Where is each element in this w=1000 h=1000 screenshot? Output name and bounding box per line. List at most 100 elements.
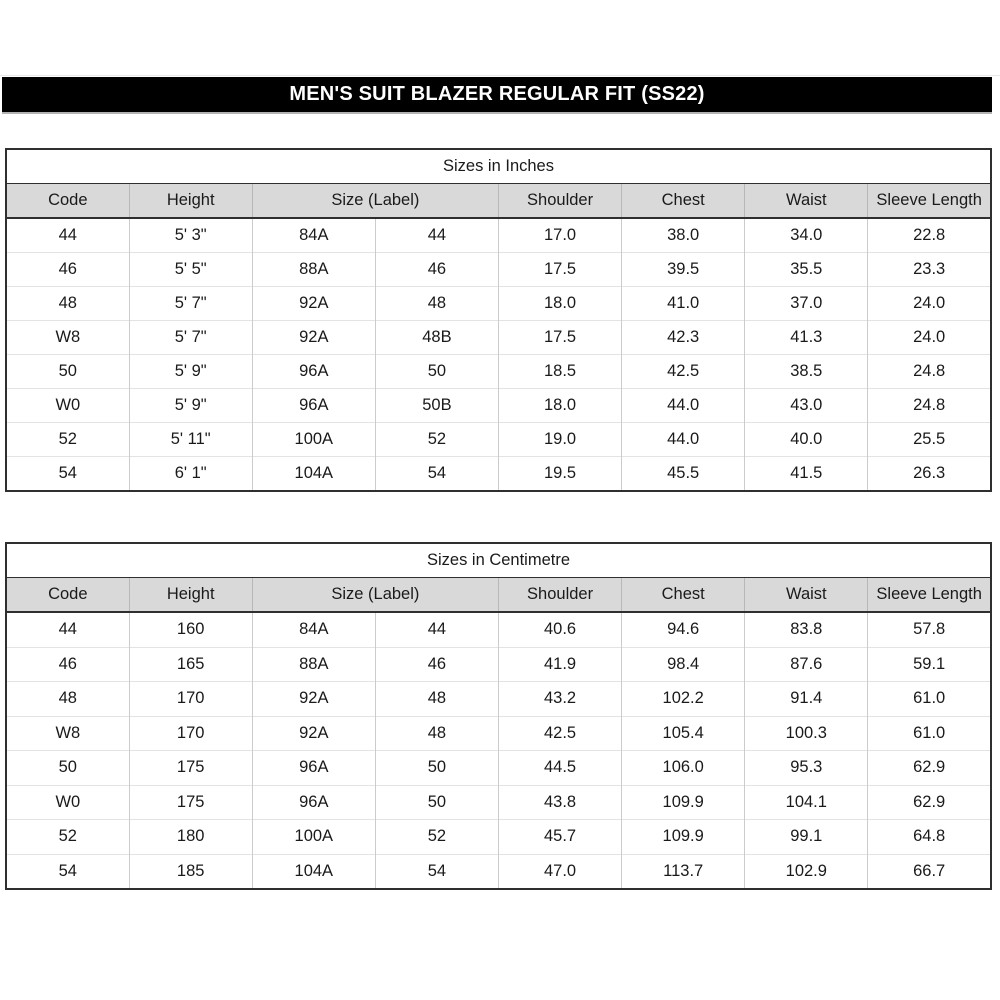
table-cell: 95.3 <box>744 750 868 785</box>
column-header-chest: Chest <box>621 183 746 219</box>
table-header-row: Code Height Size (Label) Shoulder Chest … <box>6 183 991 219</box>
table-cell: 38.5 <box>744 354 868 389</box>
table-cell: 96A <box>251 784 376 820</box>
table-cell: 25.5 <box>867 422 991 457</box>
table-cell: 50 <box>374 784 499 820</box>
table-row: 52 5' 11" 100A 52 19.0 44.0 40.0 25.5 <box>6 422 991 457</box>
table-cell: 5' 7" <box>128 320 253 355</box>
table-cell: 180 <box>128 819 253 854</box>
table-cell: 46 <box>374 252 499 287</box>
table-cell: 50 <box>6 354 130 389</box>
table-cell: 175 <box>128 750 253 785</box>
table-cell: 18.5 <box>497 354 622 389</box>
table-row: W8 170 92A 48 42.5 105.4 100.3 61.0 <box>6 715 991 751</box>
table-cell: 96A <box>251 388 376 423</box>
table-cell: 105.4 <box>621 715 745 751</box>
table-title-row: Sizes in Inches <box>6 149 991 184</box>
table-cell: 40.6 <box>497 612 622 647</box>
column-header-waist: Waist <box>744 183 869 219</box>
column-header-sleeve-length: Sleeve Length <box>867 577 991 613</box>
table-cell: 40.0 <box>744 422 868 457</box>
table-cell: 100.3 <box>744 715 868 751</box>
table-row: 50 5' 9" 96A 50 18.5 42.5 38.5 24.8 <box>6 354 991 389</box>
table-cell: 48 <box>6 681 130 716</box>
table-cell: 84A <box>251 218 376 253</box>
table-cell: 66.7 <box>867 853 991 889</box>
table-body: 44 160 84A 44 40.6 94.6 83.8 57.8 46 165 88A 46 41.9… <box>6 612 991 889</box>
column-header-shoulder: Shoulder <box>497 577 623 613</box>
table-cell: 61.0 <box>867 681 991 716</box>
table-cell: 39.5 <box>621 252 745 287</box>
table-row: 48 170 92A 48 43.2 102.2 91.4 61.0 <box>6 681 991 716</box>
table-cell: 24.8 <box>867 354 991 389</box>
table-cell: 41.5 <box>744 456 868 491</box>
table-cell: 96A <box>251 750 376 785</box>
table-cell: 98.4 <box>621 646 745 682</box>
table-cell: 104.1 <box>744 784 868 820</box>
table-cell: 44 <box>58 620 77 639</box>
table-cell: 92A <box>251 286 376 321</box>
table-cell: 59.1 <box>867 646 991 682</box>
table-cell: 92A <box>251 681 376 716</box>
table-cell: 96A <box>251 354 376 389</box>
table-cell: 42.5 <box>497 715 622 751</box>
table-cell: 170 <box>128 715 253 751</box>
table-cell: 64.8 <box>867 819 991 854</box>
table-cell: 22.8 <box>867 218 991 253</box>
table-cell: W0 <box>6 388 130 423</box>
table-cell: 43.8 <box>497 784 622 820</box>
table-cell: 160 <box>128 612 253 647</box>
table-cell: 35.5 <box>744 252 868 287</box>
table-cell: 5' 9" <box>128 388 253 423</box>
table-cell: 185 <box>128 853 253 889</box>
table-cell: 48 <box>374 715 499 751</box>
table-cell: 48 <box>374 681 499 716</box>
table-cell: 19.0 <box>497 422 622 457</box>
table-cell: 17.5 <box>497 252 622 287</box>
table-cell: 44.0 <box>621 422 745 457</box>
table-cell: 104A <box>251 456 376 491</box>
spreadsheet-gridline <box>0 75 1000 76</box>
table-cell: 91.4 <box>744 681 868 716</box>
table-cell: 43.2 <box>497 681 622 716</box>
table-cell: 18.0 <box>497 388 622 423</box>
column-header-chest: Chest <box>621 577 746 613</box>
table-header-row: Code Height Size (Label) Shoulder Chest … <box>6 577 991 613</box>
table-cell: 26.3 <box>867 456 991 491</box>
table-cell: 46 <box>6 252 130 287</box>
table-cell: 19.5 <box>497 456 622 491</box>
table-cell: 42.3 <box>621 320 745 355</box>
table-cell: 44 <box>374 612 499 647</box>
table-cell: 41.3 <box>744 320 868 355</box>
table-cell: 61.0 <box>867 715 991 751</box>
table-row: W0 175 96A 50 43.8 109.9 104.1 62.9 <box>6 784 991 820</box>
table-cell: 5' 7" <box>128 286 253 321</box>
table-row: 46 165 88A 46 41.9 98.4 87.6 59.1 <box>6 646 991 682</box>
table-cell: 88A <box>251 646 376 682</box>
table-cell: 92A <box>251 320 376 355</box>
column-header-height: Height <box>128 183 253 219</box>
table-cell: 170 <box>128 681 253 716</box>
table-cell: 37.0 <box>744 286 868 321</box>
column-header-code: Code <box>6 183 130 219</box>
table-cell: 24.0 <box>867 286 991 321</box>
table-cell: 54 <box>374 853 499 889</box>
table-cell: 38.0 <box>621 218 745 253</box>
table-cell: 52 <box>374 819 499 854</box>
table-cell: 52 <box>374 422 499 457</box>
table-cell: 41.0 <box>621 286 745 321</box>
table-cell: 45.7 <box>497 819 622 854</box>
table-row: W0 5' 9" 96A 50B 18.0 44.0 43.0 24.8 <box>6 388 991 423</box>
table-cell: 62.9 <box>867 784 991 820</box>
table-row: 54 6' 1" 104A 54 19.5 45.5 41.5 26.3 <box>6 456 991 491</box>
table-cell: 5' 11" <box>128 422 253 457</box>
table-cell: 109.9 <box>621 784 745 820</box>
table-cell: 45.5 <box>621 456 745 491</box>
table-cell: 6' 1" <box>128 456 253 491</box>
table-cell: 23.3 <box>867 252 991 287</box>
table-body: 44 5' 3" 84A 44 17.0 38.0 34.0 22.8 46 5' 5" 88A 46… <box>6 218 991 491</box>
table-cell: 48 <box>6 286 130 321</box>
title-banner: MEN'S SUIT BLAZER REGULAR FIT (SS22) <box>2 77 992 114</box>
table-row: 44 5' 3" 84A 44 17.0 38.0 34.0 22.8 <box>6 218 991 253</box>
